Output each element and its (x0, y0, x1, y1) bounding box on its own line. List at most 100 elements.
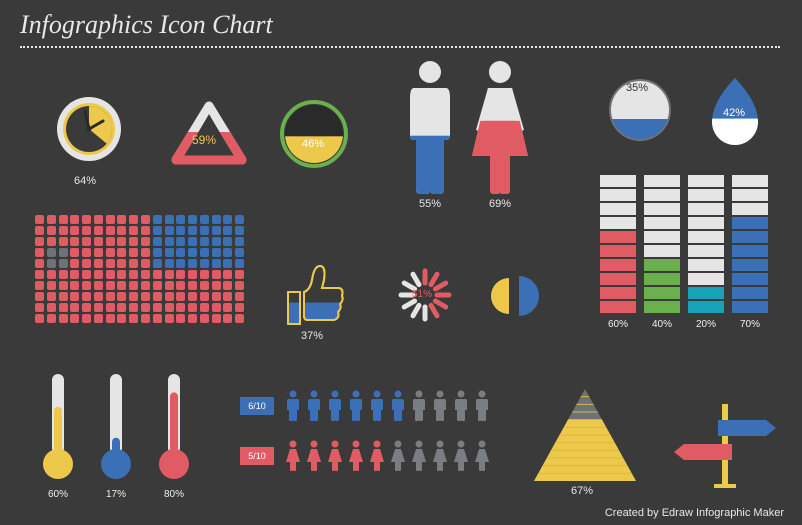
stack-cell (600, 175, 636, 187)
matrix-cell (70, 215, 79, 224)
female-icon (389, 440, 407, 472)
matrix-cell (153, 281, 162, 290)
matrix-cell (117, 314, 126, 323)
ratio-tag: 5/10 (240, 447, 274, 465)
matrix-cell (141, 314, 150, 323)
matrix-cell (35, 281, 44, 290)
matrix-cell (117, 292, 126, 301)
matrix-cell (188, 259, 197, 268)
female-icon (473, 440, 491, 472)
matrix-cell (235, 226, 244, 235)
matrix-cell (200, 215, 209, 224)
stack-cell (688, 301, 724, 313)
matrix-cell (35, 270, 44, 279)
matrix-cell (141, 237, 150, 246)
matrix-cell (35, 248, 44, 257)
matrix-cell (176, 292, 185, 301)
page-title: Infographics Icon Chart (20, 10, 273, 40)
stack-cell (644, 273, 680, 285)
matrix-cell (129, 270, 138, 279)
matrix-cell (47, 303, 56, 312)
matrix-cell (117, 259, 126, 268)
matrix-cell (141, 259, 150, 268)
matrix-cell (212, 270, 221, 279)
matrix-cell (59, 314, 68, 323)
matrix-cell (212, 259, 221, 268)
matrix-cell (117, 270, 126, 279)
thermometer: 17% (98, 370, 134, 500)
matrix-cell (35, 292, 44, 301)
matrix-cell (223, 226, 232, 235)
stack-column: 60% (600, 175, 636, 330)
stack-cell (732, 203, 768, 215)
matrix-cell (82, 292, 91, 301)
stack-cell (600, 259, 636, 271)
matrix-cell (82, 226, 91, 235)
stack-cell (732, 273, 768, 285)
people-row-male: 6/10 (240, 390, 491, 422)
matrix-cell (153, 237, 162, 246)
matrix-cell (70, 270, 79, 279)
matrix-cell (82, 248, 91, 257)
matrix-cell (165, 248, 174, 257)
stack-cell (644, 259, 680, 271)
stack-cell (688, 259, 724, 271)
stack-cell (732, 287, 768, 299)
matrix-cell (235, 270, 244, 279)
matrix-cell (94, 226, 103, 235)
circle-fill-label: 46% (302, 138, 324, 150)
matrix-cell (94, 237, 103, 246)
female-icon (410, 440, 428, 472)
matrix-cell (235, 281, 244, 290)
matrix-cell (141, 303, 150, 312)
matrix-cell (176, 226, 185, 235)
matrix-cell (59, 248, 68, 257)
male-icon (389, 390, 407, 422)
matrix-cell (47, 237, 56, 246)
matrix-cell (35, 215, 44, 224)
matrix-cell (235, 237, 244, 246)
matrix-cell (70, 226, 79, 235)
female-icon (284, 440, 302, 472)
matrix-cell (223, 270, 232, 279)
female-icon (326, 440, 344, 472)
matrix-cell (188, 270, 197, 279)
matrix-cell (200, 259, 209, 268)
matrix-cell (212, 215, 221, 224)
matrix-cell (141, 281, 150, 290)
thermo-label: 17% (98, 489, 134, 500)
stack-cell (644, 217, 680, 229)
matrix-cell (153, 314, 162, 323)
male-icon (473, 390, 491, 422)
matrix-cell (82, 314, 91, 323)
matrix-cell (165, 303, 174, 312)
stack-label: 60% (600, 319, 636, 330)
matrix-cell (106, 281, 115, 290)
matrix-cell (35, 259, 44, 268)
female-icon (452, 440, 470, 472)
matrix-cell (176, 303, 185, 312)
matrix-cell (212, 314, 221, 323)
stack-column: 40% (644, 175, 680, 330)
matrix-cell (129, 248, 138, 257)
matrix-cell (47, 270, 56, 279)
matrix-cell (153, 259, 162, 268)
matrix-cell (200, 226, 209, 235)
matrix-cell (82, 259, 91, 268)
stack-cell (644, 175, 680, 187)
male-label: 55% (410, 198, 450, 210)
stack-cell (732, 175, 768, 187)
stack-cell (688, 245, 724, 257)
matrix-cell (153, 270, 162, 279)
matrix-cell (153, 215, 162, 224)
male-icon (410, 390, 428, 422)
footer-credit: Created by Edraw Infographic Maker (605, 507, 784, 519)
stack-cell (688, 217, 724, 229)
matrix-cell (106, 226, 115, 235)
matrix-cell (59, 237, 68, 246)
stack-cell (644, 301, 680, 313)
matrix-cell (223, 303, 232, 312)
matrix-cell (235, 314, 244, 323)
matrix-cell (223, 237, 232, 246)
matrix-cell (47, 215, 56, 224)
